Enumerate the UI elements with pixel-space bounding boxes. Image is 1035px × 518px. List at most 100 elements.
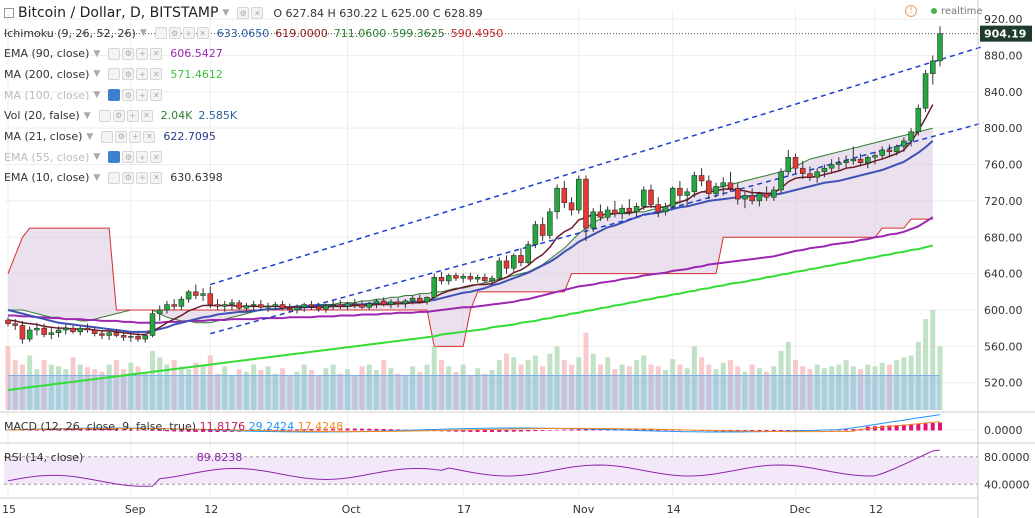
candle-body xyxy=(532,224,539,245)
volume-bar xyxy=(489,370,495,410)
close-icon[interactable]: ✕ xyxy=(251,7,264,19)
eye-icon[interactable] xyxy=(154,27,167,39)
ichimoku-cloud xyxy=(8,128,933,347)
volume-bar xyxy=(128,362,134,410)
candle-body xyxy=(879,149,885,156)
eye-icon[interactable] xyxy=(108,151,121,164)
macd-histogram-bar xyxy=(85,428,90,431)
eye-icon[interactable] xyxy=(101,130,114,143)
plus-icon[interactable]: + xyxy=(129,130,142,143)
close-icon[interactable]: ✕ xyxy=(150,171,163,184)
candle-body xyxy=(221,304,228,307)
settings-icon[interactable]: ⚙ xyxy=(122,151,135,164)
close-icon[interactable]: ✕ xyxy=(150,47,163,60)
eye-icon[interactable] xyxy=(108,89,121,102)
plus-icon[interactable]: + xyxy=(126,109,139,122)
chevron-down-icon[interactable]: ▼ xyxy=(93,152,101,163)
close-icon[interactable]: ✕ xyxy=(196,27,209,39)
volume-bar xyxy=(648,364,654,410)
ohlc-readout: O 627.84 H 630.22 L 625.00 C 628.89 xyxy=(273,6,483,20)
chevron-down-icon[interactable]: ▼ xyxy=(86,131,94,142)
indicator-name: Vol (20, false) xyxy=(4,109,80,123)
settings-icon[interactable]: ⚙ xyxy=(168,27,181,39)
candle-body xyxy=(120,335,127,338)
close-icon[interactable]: ✕ xyxy=(150,151,163,164)
macd-histogram-bar xyxy=(352,428,357,431)
indicator-value: 2.04K xyxy=(160,109,193,123)
indicator-row[interactable]: MA (200, close) ▼ ⚙ + ✕ 571.4612 xyxy=(0,65,223,83)
plus-icon[interactable]: + xyxy=(136,89,149,102)
price-tick-label: 560.00 xyxy=(984,340,1023,353)
close-icon[interactable]: ✕ xyxy=(143,130,156,143)
candle-body xyxy=(359,304,365,308)
volume-bar xyxy=(778,350,784,410)
plus-icon[interactable]: + xyxy=(136,151,149,164)
volume-bar xyxy=(814,364,820,410)
chevron-down-icon[interactable]: ▼ xyxy=(93,172,101,183)
macd-signal-line xyxy=(7,421,941,433)
candle-body xyxy=(684,191,690,196)
macd-histogram-bar xyxy=(533,430,538,432)
volume-bar xyxy=(121,369,127,410)
settings-icon[interactable]: ⚙ xyxy=(122,47,135,60)
close-icon[interactable]: ✕ xyxy=(140,109,153,122)
chevron-down-icon[interactable]: ▼ xyxy=(93,90,101,101)
volume-bar xyxy=(467,375,473,410)
close-icon[interactable]: ✕ xyxy=(150,89,163,102)
indicator-row[interactable]: MA (21, close) ▼ ⚙ + ✕ 622.7095 xyxy=(0,128,216,146)
candle-body xyxy=(445,275,452,282)
volume-bar xyxy=(280,368,286,410)
indicator-row[interactable]: Vol (20, false) ▼ ⚙ + ✕ 2.04K 2.585K xyxy=(0,107,237,125)
candle-body xyxy=(352,303,358,305)
chevron-down-icon[interactable]: ▼ xyxy=(93,69,101,80)
volume-bar xyxy=(92,369,98,410)
indicator-row[interactable]: Ichimoku (9, 26, 52, 26) ▼ ⚙ + ✕ 633.0650 619.… xyxy=(0,24,503,42)
eye-icon[interactable] xyxy=(108,47,121,60)
settings-icon[interactable]: ⚙ xyxy=(122,89,135,102)
candle-body xyxy=(474,277,481,280)
volume-bar xyxy=(12,360,18,410)
plus-icon[interactable]: + xyxy=(182,27,195,39)
volume-bar xyxy=(742,371,748,410)
indicator-row[interactable]: EMA (55, close) ▼ ⚙ + ✕ xyxy=(0,148,170,166)
plus-icon[interactable]: + xyxy=(136,171,149,184)
chevron-down-icon[interactable]: ▼ xyxy=(222,8,230,18)
time-tick-label: Sep xyxy=(125,503,146,516)
chevron-down-icon[interactable]: ▼ xyxy=(83,110,91,121)
eye-icon[interactable] xyxy=(98,109,111,122)
candle-body xyxy=(619,207,625,214)
indicator-row[interactable]: EMA (90, close) ▼ ⚙ + ✕ 606.5427 xyxy=(0,45,223,63)
price-tick-label: 840.00 xyxy=(984,86,1023,99)
eye-icon[interactable] xyxy=(108,68,121,81)
macd-histogram-bar xyxy=(150,430,155,431)
settings-icon[interactable]: ⚙ xyxy=(112,109,125,122)
price-tick-label: 760.00 xyxy=(984,159,1023,172)
volume-bar xyxy=(63,369,69,410)
plus-icon[interactable]: + xyxy=(136,47,149,60)
indicator-row[interactable]: EMA (10, close) ▼ ⚙ + ✕ 630.6398 xyxy=(0,169,223,187)
candle-body xyxy=(200,293,206,296)
warning-icon[interactable]: ! xyxy=(905,5,917,17)
close-icon[interactable]: ✕ xyxy=(150,68,163,81)
settings-icon[interactable]: ⚙ xyxy=(122,171,135,184)
volume-bar xyxy=(34,369,40,410)
chevron-down-icon[interactable]: ▼ xyxy=(93,48,101,59)
macd-histogram-bar xyxy=(114,429,119,431)
settings-icon[interactable]: ⚙ xyxy=(115,130,128,143)
eye-icon[interactable] xyxy=(108,171,121,184)
plus-icon[interactable]: + xyxy=(136,68,149,81)
volume-bar xyxy=(157,357,163,410)
volume-bar xyxy=(178,366,184,410)
indicator-row[interactable]: MA (100, close) ▼ ⚙ + ✕ xyxy=(0,86,170,104)
settings-icon[interactable]: ⚙ xyxy=(237,7,250,19)
collapse-icon[interactable] xyxy=(4,8,14,18)
candle-body xyxy=(742,195,748,200)
settings-icon[interactable]: ⚙ xyxy=(122,68,135,81)
last-price-label: 904.19 xyxy=(984,28,1026,41)
chevron-down-icon[interactable]: ▼ xyxy=(139,28,147,38)
candle-body xyxy=(243,305,250,309)
candle-body xyxy=(785,157,792,173)
rsi-tick-label: 40.0000 xyxy=(984,478,1030,491)
macd-histogram-bar xyxy=(468,430,473,432)
